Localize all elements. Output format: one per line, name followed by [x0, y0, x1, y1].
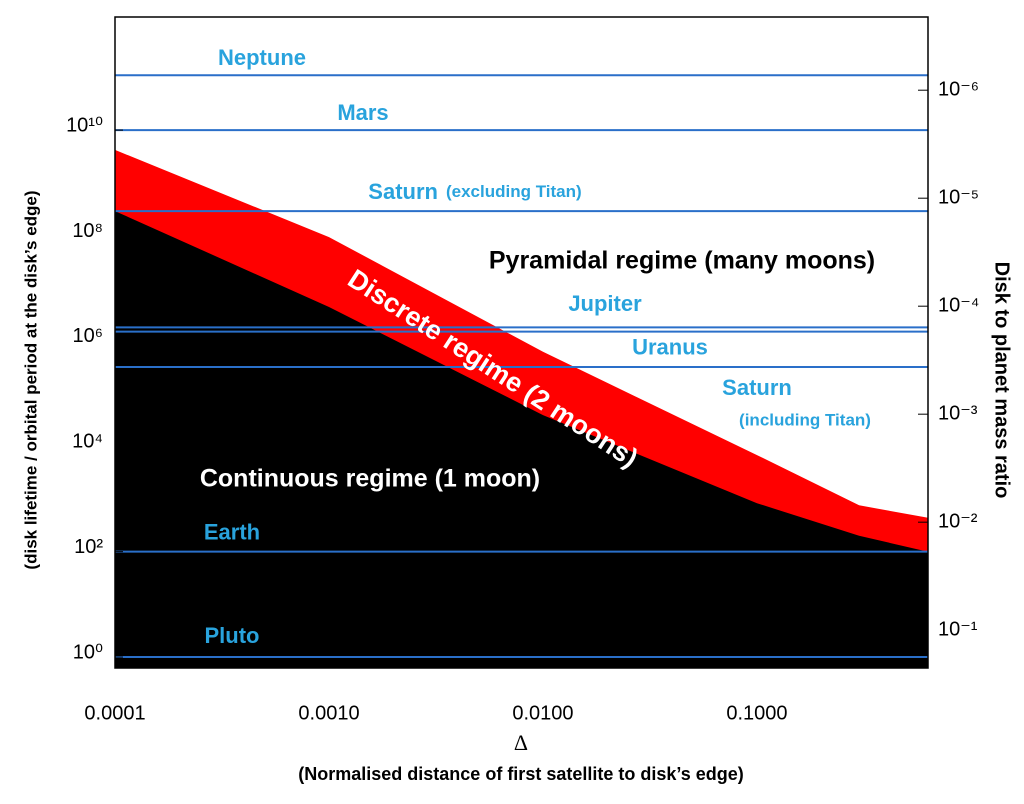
x-tick-label: 0.0001: [84, 702, 145, 724]
y2-tick-label: 10⁻¹: [938, 618, 978, 640]
reference-label-name: Saturn: [368, 179, 438, 204]
y-axis-label: (disk lifetime / orbital period at the d…: [21, 190, 40, 569]
y-tick-label: 10¹⁰: [66, 114, 103, 136]
reference-label: Saturn (excluding Titan): [368, 179, 581, 204]
y-tick-label: 10⁴: [72, 431, 103, 453]
y-tick-label: 10⁸: [72, 220, 103, 242]
x-tick-label: 0.0010: [298, 702, 359, 724]
y2-tick-label: 10⁻⁵: [938, 186, 979, 208]
x-axis-note: (Normalised distance of first satellite …: [298, 764, 743, 784]
y-tick-label: 10⁰: [73, 641, 103, 663]
y2-tick-label: 10⁻⁴: [938, 294, 979, 316]
y2-tick-label: 10⁻⁶: [938, 78, 979, 100]
reference-label: Jupiter: [568, 291, 642, 316]
reference-label: Earth: [204, 519, 260, 544]
plot-frame: [114, 16, 929, 669]
reference-label: Neptune: [218, 45, 306, 70]
reference-label: Mars: [337, 100, 388, 125]
y2-tick-label: 10⁻²: [938, 510, 978, 532]
reference-label: Uranus: [632, 334, 708, 359]
annotation: Pyramidal regime (many moons): [489, 247, 875, 275]
area: [115, 211, 928, 668]
reference-label-note: (excluding Titan): [446, 183, 582, 202]
y2-axis-label: Disk to planet mass ratio: [991, 262, 1013, 499]
y-tick-label: 10⁶: [73, 325, 103, 347]
y-tick-label: 10²: [74, 536, 103, 558]
x-axis-label: Δ: [514, 730, 528, 755]
reference-label: Saturn: [722, 375, 792, 400]
reference-label-note: (including Titan): [739, 410, 871, 429]
x-tick-label: 0.0100: [512, 702, 573, 724]
y2-tick-label: 10⁻³: [938, 402, 978, 424]
reference-label: Pluto: [205, 623, 260, 648]
series-label: Continuous regime (1 moon): [200, 465, 540, 493]
x-tick-label: 0.1000: [726, 702, 787, 724]
